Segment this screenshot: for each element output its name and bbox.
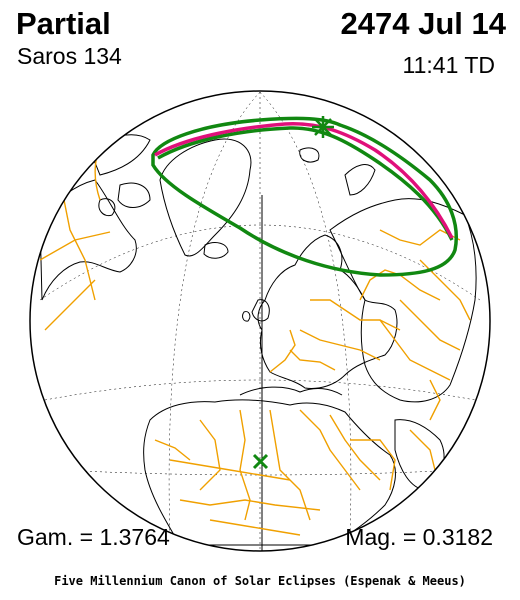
africa-coast bbox=[143, 399, 396, 546]
north-america-coast bbox=[39, 179, 137, 301]
novaya-zemlya-coast bbox=[299, 147, 376, 196]
europe-coast bbox=[257, 234, 398, 389]
greenland-coast bbox=[159, 138, 252, 257]
max-eclipse-curve bbox=[154, 122, 454, 239]
greatest-eclipse-star-icon bbox=[312, 116, 334, 138]
magnitude-value: Mag. = 0.3182 bbox=[345, 524, 493, 550]
penumbra-inner-curve bbox=[157, 126, 454, 241]
eclipse-date: 2474 Jul 14 bbox=[340, 6, 506, 41]
mediterranean-coast bbox=[239, 386, 343, 396]
iceland-coast bbox=[203, 242, 229, 259]
british-isles-coast bbox=[242, 299, 270, 322]
eclipse-type-title: Partial bbox=[16, 6, 111, 41]
subsolar-x-icon bbox=[252, 453, 269, 470]
penumbra-limit-curve bbox=[151, 116, 458, 277]
eclipse-time: 11:41 TD bbox=[402, 52, 495, 78]
national-borders bbox=[39, 119, 471, 536]
credit-line: Five Millennium Canon of Solar Eclipses … bbox=[54, 574, 466, 588]
saros-label: Saros 134 bbox=[17, 43, 122, 69]
gamma-value: Gam. = 1.3764 bbox=[17, 524, 170, 550]
asia-coast bbox=[329, 198, 477, 403]
globe-outline bbox=[29, 90, 491, 552]
